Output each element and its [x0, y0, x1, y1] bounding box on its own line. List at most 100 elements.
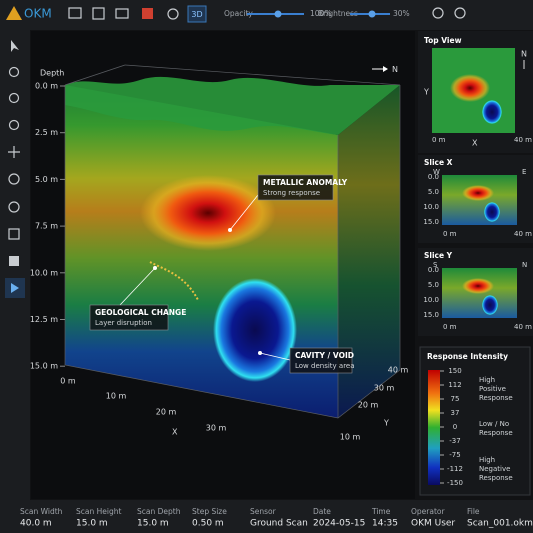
slice-depth-tick: 15.0 — [423, 311, 439, 319]
slice-x-end: 40 m — [514, 323, 532, 331]
annotation-metallic — [228, 174, 334, 232]
depth-tick-label: 2.5 m — [35, 128, 58, 137]
zoom-out-tool[interactable] — [8, 119, 20, 131]
legend-tick-label: -150 — [447, 479, 463, 487]
slice-void — [482, 295, 498, 315]
slice-void — [484, 202, 500, 222]
logo-mark — [6, 6, 22, 20]
slice-depth-tick: 0.0 — [428, 173, 439, 181]
x-tick-label: 30 m — [206, 424, 227, 433]
legend-tick-label: -37 — [449, 437, 460, 445]
depth-tick-label: 12.5 m — [30, 315, 58, 324]
zoom-tool[interactable] — [8, 66, 20, 78]
status-value: OKM User — [411, 519, 455, 529]
depth-tick-label: 5.0 m — [35, 175, 58, 184]
brightness-label: Brightness — [318, 9, 358, 18]
legend-tick-label: -112 — [447, 465, 463, 473]
status-label: Scan Height — [76, 507, 121, 516]
opacity-handle[interactable] — [274, 10, 282, 18]
slice-title: Slice Y — [424, 251, 453, 260]
solid-cube-tool[interactable] — [9, 256, 19, 266]
slice-x-end: 40 m — [514, 230, 532, 238]
status-label: Scan Depth — [137, 507, 181, 516]
brightness-handle[interactable] — [368, 10, 376, 18]
top-view-title: Top View — [424, 36, 462, 45]
north-label: N — [392, 65, 398, 74]
tool-icons — [5, 40, 25, 298]
pan-tool[interactable] — [8, 146, 20, 158]
annotation-subtitle: Low density area — [295, 362, 355, 370]
slice-depth-tick: 0.0 — [428, 266, 439, 274]
slice-depth-tick: 10.0 — [423, 296, 439, 304]
legend-label: Positive — [479, 385, 506, 393]
zoom-out-button[interactable] — [454, 7, 466, 19]
legend-label: Response — [479, 474, 513, 482]
slice-x-start: 0 m — [443, 230, 457, 238]
settings-button[interactable] — [167, 8, 179, 20]
depth-tick-label: 10.0 m — [30, 268, 58, 277]
metallic-anomaly — [140, 175, 276, 251]
status-value: Scan_001.okm — [467, 519, 533, 529]
top-view-anomaly — [450, 74, 490, 102]
status-label: Date — [313, 507, 331, 516]
annotation-title: METALLIC ANOMALY — [263, 178, 348, 187]
status-label: Operator — [411, 507, 445, 516]
rotate-tool[interactable] — [8, 173, 20, 185]
slice-depth-tick: 5.0 — [428, 281, 439, 289]
slice-x-start: 0 m — [443, 323, 457, 331]
slice-left-label: S — [433, 261, 438, 269]
slice-depth-tick: 10.0 — [423, 203, 439, 211]
save-button[interactable] — [92, 7, 105, 20]
y-tick-label: 10 m — [340, 433, 361, 442]
slice-depth-tick: 15.0 — [423, 218, 439, 226]
open-button[interactable] — [68, 7, 82, 19]
legend-color-scale — [428, 370, 440, 485]
status-label: File — [467, 507, 480, 516]
y-tick-label: 30 m — [374, 384, 395, 393]
slice-anomaly — [462, 185, 494, 201]
status-value: 0.50 m — [192, 519, 224, 529]
annotation-subtitle: Strong response — [263, 189, 320, 197]
depth-tick-label: 15.0 m — [30, 362, 58, 371]
x-axis-label: X — [172, 428, 178, 437]
depth-axis-label: Depth — [40, 69, 64, 78]
status-label: Sensor — [250, 507, 277, 516]
legend-tick-label: 0 — [453, 423, 457, 431]
legend-tick-label: -75 — [449, 451, 460, 459]
palette-button[interactable] — [142, 8, 153, 19]
zoom-in-tool[interactable] — [8, 92, 20, 104]
target-tool[interactable] — [8, 201, 20, 213]
opacity-value: 100% — [310, 9, 331, 18]
brightness-value: 30% — [393, 9, 410, 18]
status-label: Scan Width — [20, 507, 63, 516]
x-tick-label: 0 m — [60, 377, 76, 386]
legend-title: Response Intensity — [427, 352, 508, 361]
select-tool[interactable] — [11, 40, 19, 52]
status-value: 15.0 m — [137, 519, 169, 529]
zoom-in-button[interactable] — [432, 7, 444, 19]
annotation-subtitle: Layer disruption — [95, 319, 152, 327]
top-view-y-label: Y — [423, 88, 429, 97]
status-label: Time — [371, 507, 391, 516]
legend-label: High — [479, 456, 495, 464]
slice-title: Slice X — [424, 158, 453, 167]
annotation-title: GEOLOGICAL CHANGE — [95, 308, 186, 317]
cube-tool[interactable] — [8, 228, 20, 240]
status-bar — [0, 500, 533, 533]
volume-side-face — [338, 85, 400, 418]
top-view-x-label: X — [472, 139, 478, 148]
legend-label: Low / No — [479, 420, 509, 428]
legend-label: Negative — [479, 465, 510, 473]
legend-label: Response — [479, 394, 513, 402]
slice-left-label: W — [433, 168, 440, 176]
legend-tick-label: 37 — [451, 409, 460, 417]
annotation-title: CAVITY / VOID — [295, 351, 354, 360]
mode-button[interactable] — [187, 5, 207, 23]
annotation-cavity — [258, 347, 353, 374]
y-axis-label: Y — [383, 419, 389, 428]
top-view-north: N — [521, 50, 527, 59]
legend-tick-label: 150 — [448, 367, 461, 375]
cavity-void — [213, 278, 297, 382]
print-button[interactable] — [115, 8, 129, 19]
